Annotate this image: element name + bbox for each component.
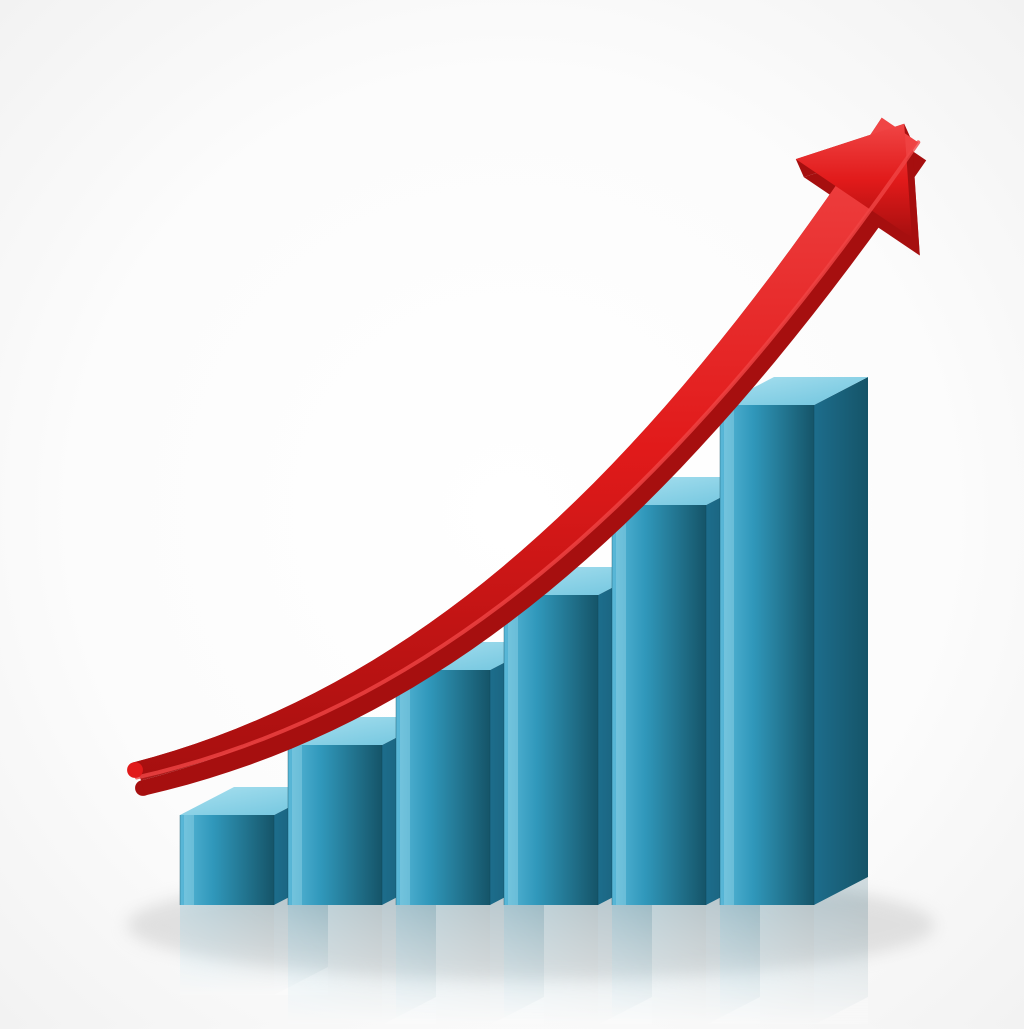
chart-svg xyxy=(0,0,1024,1024)
growth-bar-chart xyxy=(0,0,1024,1024)
bars-group xyxy=(180,377,868,1024)
bar-6 xyxy=(720,377,868,905)
